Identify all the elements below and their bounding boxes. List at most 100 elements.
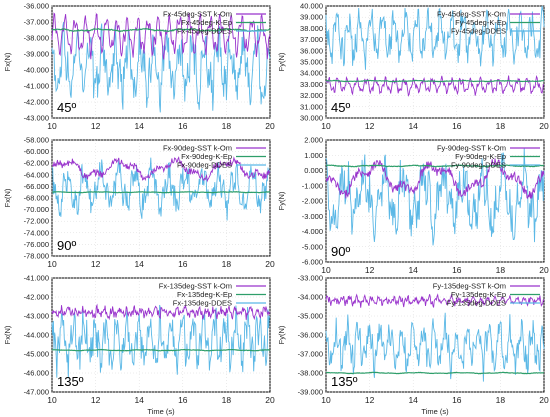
x-axis-label: Time (s) [147,407,175,416]
y-tick-label: -38.000 [298,369,323,378]
y-tick-label: 32.000 [300,91,323,100]
angle-label: 90º [331,244,350,259]
y-tick-label: 30.000 [300,114,323,123]
y-tick-label: 31.000 [300,102,323,111]
y-tick-label: -37.000 [298,350,323,359]
series-line-3 [325,312,545,382]
angle-label: 135º [57,374,84,389]
y-tick-label: 38.000 [300,24,323,33]
y-axis-label: Fx(N) [3,325,12,344]
y-tick-label: -42.000 [24,293,49,302]
y-tick-label: 34.000 [300,69,323,78]
series-line-2 [51,27,271,33]
legend-label: Fx-90deg-SST k-Om [163,144,232,153]
x-tick-label: 18 [496,395,506,405]
x-tick-label: 20 [265,259,275,269]
y-tick-label: -68.000 [24,194,49,203]
x-tick-label: 18 [496,121,506,131]
angle-label: 45º [331,100,350,115]
y-tick-label: -36.000 [24,2,49,11]
series-line-2 [52,191,271,194]
y-tick-label: -78.000 [24,252,49,261]
legend-label: Fx-135deg-SST k-Om [159,282,232,291]
x-tick-label: 16 [178,121,188,131]
x-tick-label: 14 [408,395,418,405]
series-line-3 [51,21,271,113]
legend-label: Fy-135deg-DDES [447,299,506,308]
legend-label: Fy-90deg-K-Ep [455,152,506,161]
series-line-2 [325,371,545,375]
series-line-1 [51,303,271,321]
y-tick-label: -43.000 [24,114,49,123]
y-tick-label: -6.000 [302,258,323,267]
x-tick-label: 10 [47,121,57,131]
legend-label: Fy-90deg-DDES [451,161,506,170]
y-tick-label: -36.000 [298,331,323,340]
legend-label: Fx-45deg-SST k-Om [163,10,232,19]
x-tick-label: 16 [452,121,462,131]
x-tick-label: 10 [47,259,57,269]
y-axis-label: Fy(N) [277,52,286,71]
y-tick-label: -39.000 [298,388,323,397]
series-line-3 [325,148,545,246]
y-tick-label: 35.000 [300,58,323,67]
legend-label: Fx-45deg-DDES [177,27,232,36]
series-line-1 [325,293,545,308]
y-tick-label: -42.000 [24,98,49,107]
y-tick-label: -41.000 [24,82,49,91]
y-tick-label: -5.000 [302,242,323,251]
series-line-3 [51,304,271,379]
series-line-1 [325,158,545,200]
y-tick-label: -39.000 [24,50,49,59]
x-tick-label: 16 [178,395,188,405]
x-tick-label: 12 [365,121,375,131]
y-tick-label: -74.000 [24,228,49,237]
x-tick-label: 20 [265,395,275,405]
x-tick-label: 14 [134,259,144,269]
y-tick-label: -62.000 [24,159,49,168]
y-tick-label: 33.000 [300,80,323,89]
x-tick-label: 20 [539,395,549,405]
y-tick-label: 2.000 [304,136,323,145]
legend-label: Fx-90deg-DDES [177,161,232,170]
y-tick-label: -70.000 [24,205,49,214]
y-tick-label: 37.000 [300,35,323,44]
chart-panel-1: -43.000 -42.000 -41.000 -40.000 -39.000 -38.0… [3,2,275,132]
x-tick-label: 12 [91,395,101,405]
y-tick-label: 40.000 [300,2,323,11]
x-tick-label: 18 [222,395,232,405]
y-tick-label: -43.000 [24,312,49,321]
series-line-2 [325,79,544,83]
x-tick-label: 10 [47,395,57,405]
x-axis-label: Time (s) [421,407,449,416]
legend-label: Fy-45deg-DDES [451,27,506,36]
x-tick-label: 18 [222,259,232,269]
y-tick-label: -47.000 [24,388,49,397]
y-axis-label: Fy(N) [277,325,286,344]
x-tick-label: 16 [452,265,462,275]
y-tick-label: -3.000 [302,212,323,221]
x-tick-label: 12 [365,395,375,405]
y-tick-label: 36.000 [300,46,323,55]
y-tick-label: -46.000 [24,369,49,378]
angle-label: 90º [57,238,76,253]
angle-label: 45º [57,100,76,115]
y-tick-label: -41.000 [24,274,49,283]
x-tick-label: 12 [91,121,101,131]
series-line-2 [51,348,271,352]
chart-panel-6: -39.000 -38.000 -37.000 -36.000 -35.000 -34.0… [277,274,549,417]
legend-label: Fx-45deg-K-Ep [181,18,232,27]
legend-label: Fx-135deg-DDES [173,299,232,308]
y-tick-label: -44.000 [24,331,49,340]
x-tick-label: 16 [178,259,188,269]
y-tick-label: -58.000 [24,136,49,145]
y-tick-label: -33.000 [298,274,323,283]
legend-label: Fy-135deg-K-Ep [451,290,506,299]
x-tick-label: 14 [408,265,418,275]
y-tick-label: -38.000 [24,34,49,43]
y-axis-label: Fx(N) [3,52,12,71]
y-tick-label: -37.000 [24,18,49,27]
y-tick-label: -2.000 [302,197,323,206]
legend-label: Fy-135deg-SST k-Om [433,282,506,291]
